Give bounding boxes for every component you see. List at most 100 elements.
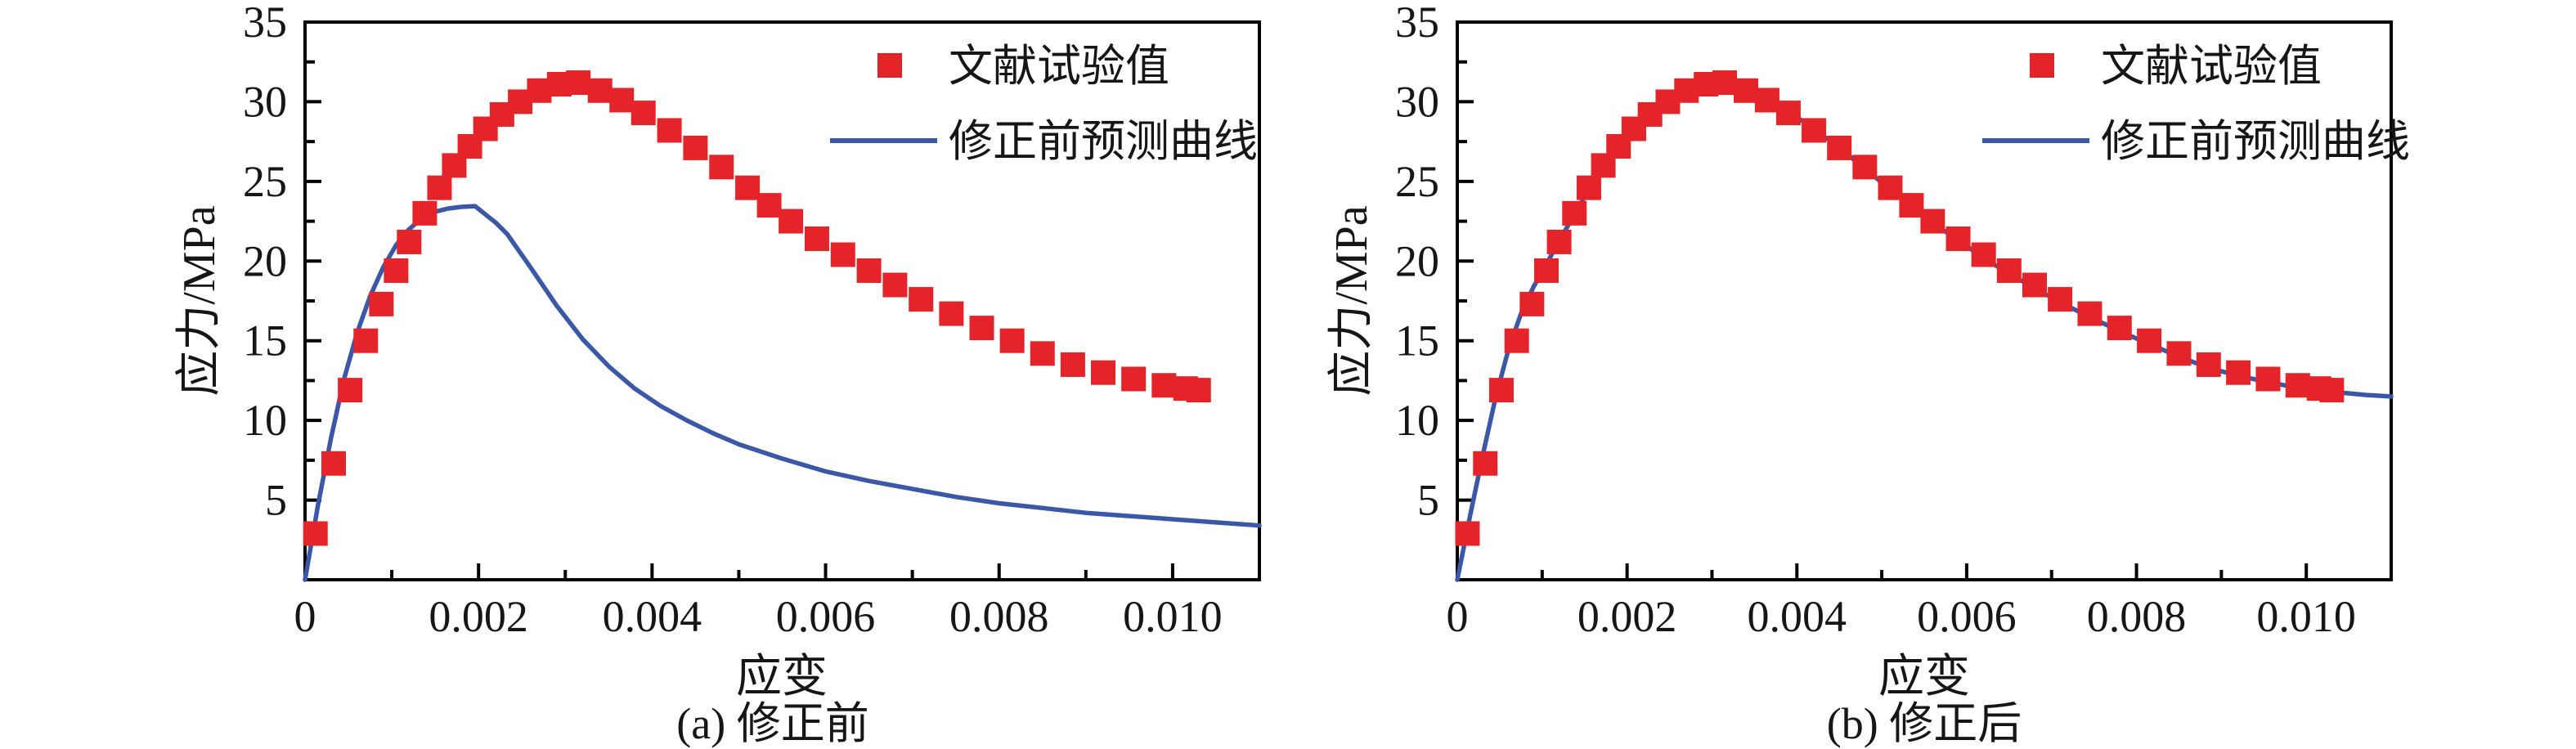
data-point-square (1562, 200, 1587, 226)
x-tick-label: 0 (1447, 592, 1469, 641)
x-tick-label: 0.002 (429, 592, 528, 641)
chart-panel-a: 0 0.002 0.004 0.006 0.008 0.0105101520253035 … (174, 0, 1262, 748)
data-point-square (882, 272, 908, 298)
data-point-square (1733, 78, 1758, 103)
data-point-square (1151, 373, 1177, 398)
data-point-square (939, 301, 964, 326)
data-point-square (1945, 226, 1971, 252)
y-tick-label: 30 (243, 77, 287, 126)
y-tick-label: 20 (243, 236, 287, 285)
legend-a: 文献试验值 修正前预测曲线 (830, 42, 1258, 166)
x-tick-label: 0.006 (1917, 592, 2017, 641)
x-tick-label: 0.008 (2087, 592, 2187, 641)
data-point-square (779, 209, 804, 234)
y-tick-label: 20 (1395, 236, 1439, 285)
data-point-square (1546, 229, 1572, 254)
data-point-square (1473, 451, 1498, 476)
data-point-square (1802, 118, 1827, 143)
data-point-square (2077, 301, 2103, 326)
data-point-square (321, 451, 347, 476)
data-point-square (1712, 70, 1738, 96)
y-tick-label: 35 (1395, 0, 1439, 47)
x-tick-label: 0.010 (1123, 592, 1223, 641)
data-point-square (1519, 291, 1545, 316)
data-point-square (1920, 209, 1945, 234)
x-tick-label: 0 (294, 592, 316, 641)
data-point-square (1121, 366, 1147, 392)
data-point-square (1775, 101, 1801, 126)
data-point-square (412, 200, 438, 226)
data-point-square (1827, 135, 1852, 160)
plot-frame (303, 20, 1261, 581)
data-point-square (2137, 328, 2162, 353)
data-point-square (856, 258, 882, 283)
x-tick-label: 0.006 (776, 592, 876, 641)
data-point-square (683, 135, 708, 160)
data-point-square (1030, 341, 1055, 366)
y-axis-title-b: 应力/MPa (1326, 205, 1377, 396)
data-point-square (2226, 360, 2251, 385)
data-point-square (2048, 287, 2073, 312)
data-point-square (1488, 378, 1514, 403)
data-point-square (756, 193, 782, 218)
x-axis-title-b: 应变 (1878, 652, 1970, 702)
y-tick-label: 5 (265, 476, 287, 525)
plot-area-b: 0 0.002 0.004 0.006 0.008 0.010 5 10 15 20 25 30 35 (1395, 0, 2394, 641)
legend-label-experimental: 文献试验值 (949, 42, 1169, 91)
legend-b: 文献试验值 修正前预测曲线 (1982, 42, 2410, 166)
data-point-square (999, 328, 1025, 353)
data-point-square (1534, 258, 1560, 283)
data-point-square (566, 70, 591, 96)
x-tick-label: 0.002 (1577, 592, 1676, 641)
plot-frame (1456, 20, 2393, 581)
data-point-square (631, 101, 656, 126)
x-tick-label: 0.004 (1748, 592, 1847, 641)
data-point-square (909, 287, 934, 312)
chart-panel-b: 0 0.002 0.004 0.006 0.008 0.0105101520253035 … (1326, 0, 2410, 748)
y-tick-label: 30 (1395, 77, 1439, 126)
data-point-square (2022, 272, 2047, 298)
y-axis-title-a: 应力/MPa (174, 205, 225, 396)
data-point-square (384, 258, 409, 283)
data-point-square (1878, 175, 1903, 200)
data-point-square (303, 521, 328, 546)
data-point-square (2196, 352, 2221, 377)
data-point-square (1060, 352, 1085, 377)
data-point-square (1186, 378, 1211, 403)
legend-label-prediction: 修正前预测曲线 (2101, 117, 2410, 166)
data-point-square (709, 155, 734, 180)
data-point-square (2107, 316, 2132, 341)
caption-b: (b) 修正后 (1827, 699, 2022, 748)
data-point-square (1852, 155, 1878, 180)
data-point-square (804, 226, 829, 252)
legend-label-experimental: 文献试验值 (2101, 42, 2322, 91)
data-point-square (1899, 193, 1924, 218)
plot-area-a: 0 0.002 0.004 0.006 0.008 0.010 5 10 15 20 25 30 35 (243, 0, 1262, 641)
y-tick-label: 15 (1395, 316, 1439, 366)
data-point-square (2255, 366, 2281, 392)
data-point-square (830, 242, 855, 267)
y-tick-label: 25 (243, 157, 287, 206)
data-point-square (1754, 87, 1779, 113)
y-tick-label: 35 (243, 0, 287, 47)
data-point-square (969, 316, 994, 341)
data-point-square (587, 78, 613, 103)
legend-label-prediction: 修正前预测曲线 (949, 117, 1258, 166)
y-tick-label: 10 (243, 396, 287, 445)
data-point-square (609, 87, 635, 113)
data-point-square (735, 175, 761, 200)
x-tick-label: 0.010 (2256, 592, 2356, 641)
x-tick-label: 0.004 (603, 592, 702, 641)
data-point-square (1996, 258, 2022, 283)
y-tick-label: 5 (1417, 476, 1439, 525)
data-point-square (657, 118, 682, 143)
data-point-square (1091, 360, 1116, 385)
legend-scatter-marker-icon (2030, 53, 2054, 78)
data-point-square (1504, 328, 1529, 353)
x-axis-title-a: 应变 (736, 652, 828, 702)
data-point-square (338, 378, 363, 403)
caption-a: (a) 修正前 (676, 699, 868, 748)
y-tick-label: 25 (1395, 157, 1439, 206)
y-tick-label: 10 (1395, 396, 1439, 445)
